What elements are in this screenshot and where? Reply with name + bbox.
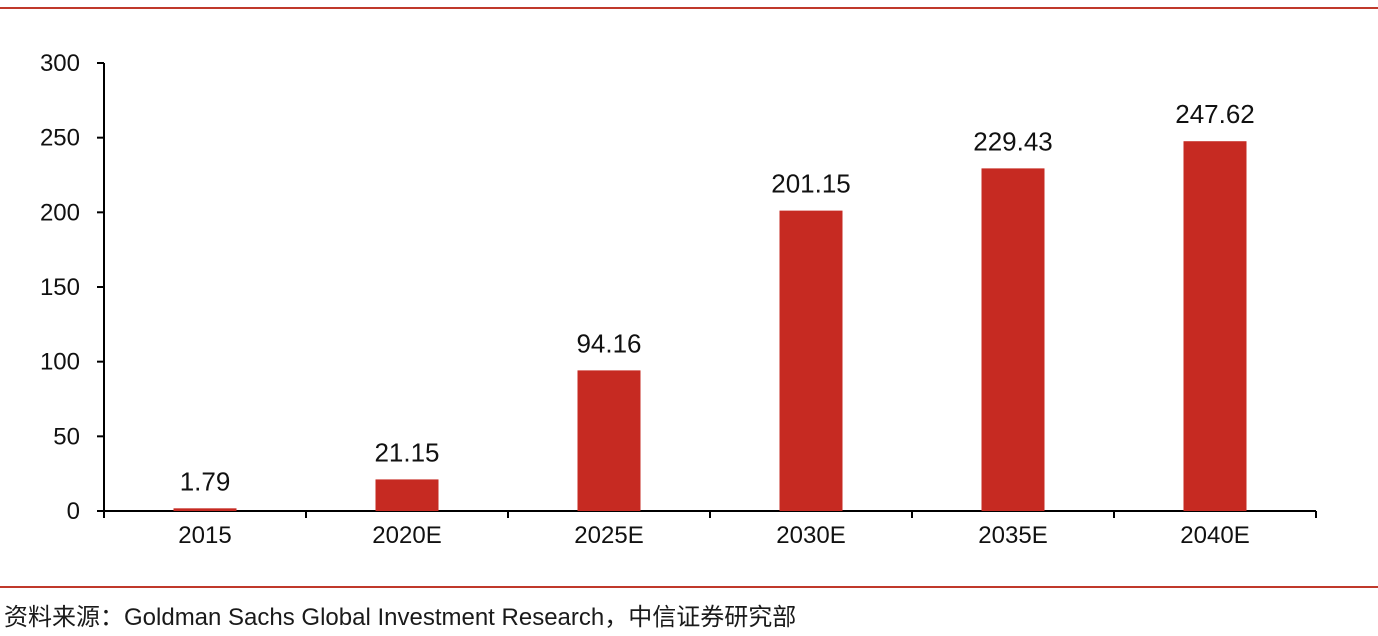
bar (1183, 141, 1247, 511)
data-labels: 1.79 21.15 94.16 201.15 229.43 247.62 (180, 99, 1255, 496)
x-tick-label: 2025E (574, 522, 643, 549)
x-tick-label: 2015 (178, 522, 231, 549)
x-tick-label: 2030E (776, 522, 845, 549)
x-tick-label: 2040E (1180, 522, 1249, 549)
bar-value-label: 201.15 (771, 169, 851, 199)
y-tick-label: 200 (40, 199, 80, 226)
bar (173, 508, 237, 511)
bar (375, 479, 439, 511)
x-tick-label: 2020E (372, 522, 441, 549)
y-tick-label: 250 (40, 125, 80, 152)
bar (981, 168, 1045, 512)
y-tick-label: 0 (67, 498, 80, 525)
bar-value-label: 229.43 (973, 126, 1053, 156)
bar-value-label: 94.16 (576, 328, 641, 358)
x-tick-label: 2035E (978, 522, 1047, 549)
bar-value-label: 247.62 (1175, 99, 1255, 129)
y-tick-label: 50 (53, 423, 80, 450)
y-axis: 0 50 100 150 200 250 300 (40, 50, 105, 525)
bar (577, 370, 641, 511)
bars (173, 141, 1247, 512)
x-axis: 2015 2020E 2025E 2030E 2035E 2040E (103, 510, 1317, 549)
bar-value-label: 1.79 (180, 466, 231, 496)
bar-value-label: 21.15 (374, 437, 439, 467)
source-note: 资料来源：Goldman Sachs Global Investment Res… (4, 604, 797, 631)
y-tick-label: 100 (40, 349, 80, 376)
top-divider (0, 7, 1378, 9)
bar (779, 210, 843, 511)
y-tick-label: 300 (40, 50, 80, 77)
y-tick-label: 150 (40, 274, 80, 301)
bottom-divider (0, 586, 1378, 588)
